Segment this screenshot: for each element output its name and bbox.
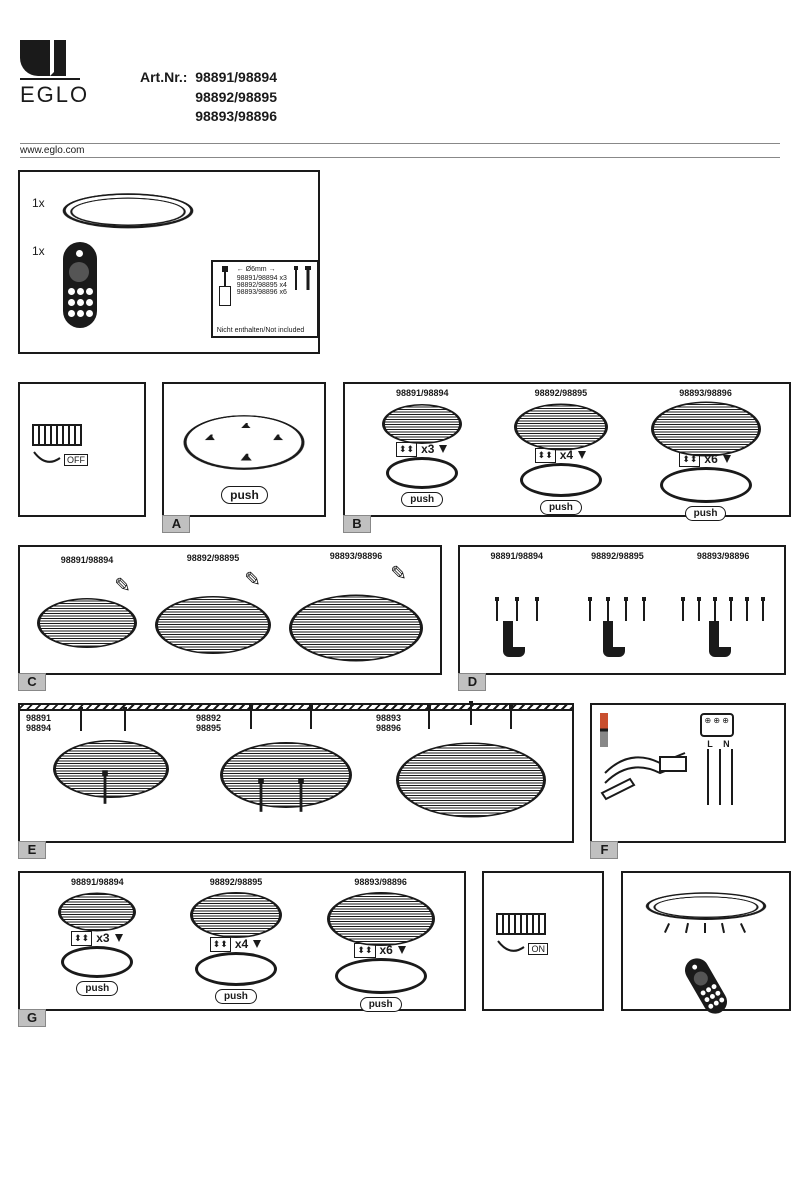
step-g: 98891/98894 ⬍⬍ x3 push 98892/98895 ⬍⬍ x4 [18,871,466,1011]
art-1: 98892/98895 [195,89,277,105]
lamp-internal-icon [382,404,462,444]
breaker-icon [32,424,82,446]
base-ring-icon [520,463,602,497]
website: www.eglo.com [20,143,780,158]
lamp-outline-icon [176,415,314,470]
step-label-a: A [162,515,190,533]
terminal-labels: L N [700,739,740,749]
hardware-panel: ← Ø6mm → 98891/98894 x3 98892/98895 x4 9… [211,260,319,338]
drill-icon [603,621,631,657]
drill-icon [709,621,737,657]
step-label-d: D [458,673,486,691]
lamp-mark-icon [289,594,423,661]
off-label: OFF [64,454,88,466]
step-d: 98891/98894 98892/98895 98893/98896 [458,545,786,675]
screwdriver-icon [600,713,608,747]
not-included: Nicht enthalten/Not included [217,327,305,334]
terminal-block-icon [700,713,734,737]
hole-icon [532,597,542,621]
step-pre-a: OFF [18,382,146,517]
remote-icon [63,242,97,328]
lamp-icon [55,193,200,228]
step-b: 98891/98894 ⬍⬍ x3 push 98892/98895 ⬍⬍ x4 [343,382,791,517]
lamp-mark-icon [155,596,271,654]
art-2: 98893/98896 [195,108,277,124]
art-0: 98891/98894 [195,69,277,85]
art-label: Art.Nr.: [140,69,187,85]
step-label-e: E [18,841,46,859]
step-c: 98891/98894 ✎ 98892/98895 ✎ 98893/98896 … [18,545,442,675]
box-contents-panel: 1x 1x [18,170,320,354]
step-f: L N F [590,703,786,843]
anchor-icon [300,266,315,290]
step-final [621,871,791,1011]
lamp-mount-icon [220,742,352,808]
step-label-c: C [18,673,46,691]
light-rays-icon [646,923,766,937]
base-ring-icon [386,457,458,489]
step-label-b: B [343,515,371,533]
lamp-internal-icon [58,892,136,931]
base-ring-icon [660,467,752,503]
brand-logo: EGLO [20,40,80,108]
lamp-internal-icon [651,401,761,456]
lamp-internal-icon [190,892,282,938]
hole-icon [492,597,502,621]
step-post-g-on: ON [482,871,604,1011]
article-numbers: Art.Nr.: 98891/98894 Art.Nr.: 98892/9889… [140,68,277,127]
breaker-icon [496,913,546,935]
screw-icon [291,266,301,290]
brand-name: EGLO [20,78,80,108]
on-label: ON [528,943,548,955]
push-label: push [221,486,268,504]
step-a: push A [162,382,326,517]
step-label-g: G [18,1009,46,1027]
step-label-f: F [590,841,618,859]
step-e: 9889198894 9889298895 [18,703,574,843]
qty-lamp: 1x [32,196,45,210]
lamp-mark-icon [37,598,137,648]
qty-remote: 1x [32,244,45,258]
drill-icon [503,621,531,657]
hole-icon [512,597,522,621]
header: EGLO Art.Nr.: 98891/98894 Art.Nr.: 98892… [0,0,800,135]
lamp-internal-icon [327,892,435,946]
lamp-mount-icon [396,742,546,817]
lamp-on-icon [641,892,772,920]
lamp-internal-icon [514,403,608,450]
remote-icon [681,954,732,1018]
